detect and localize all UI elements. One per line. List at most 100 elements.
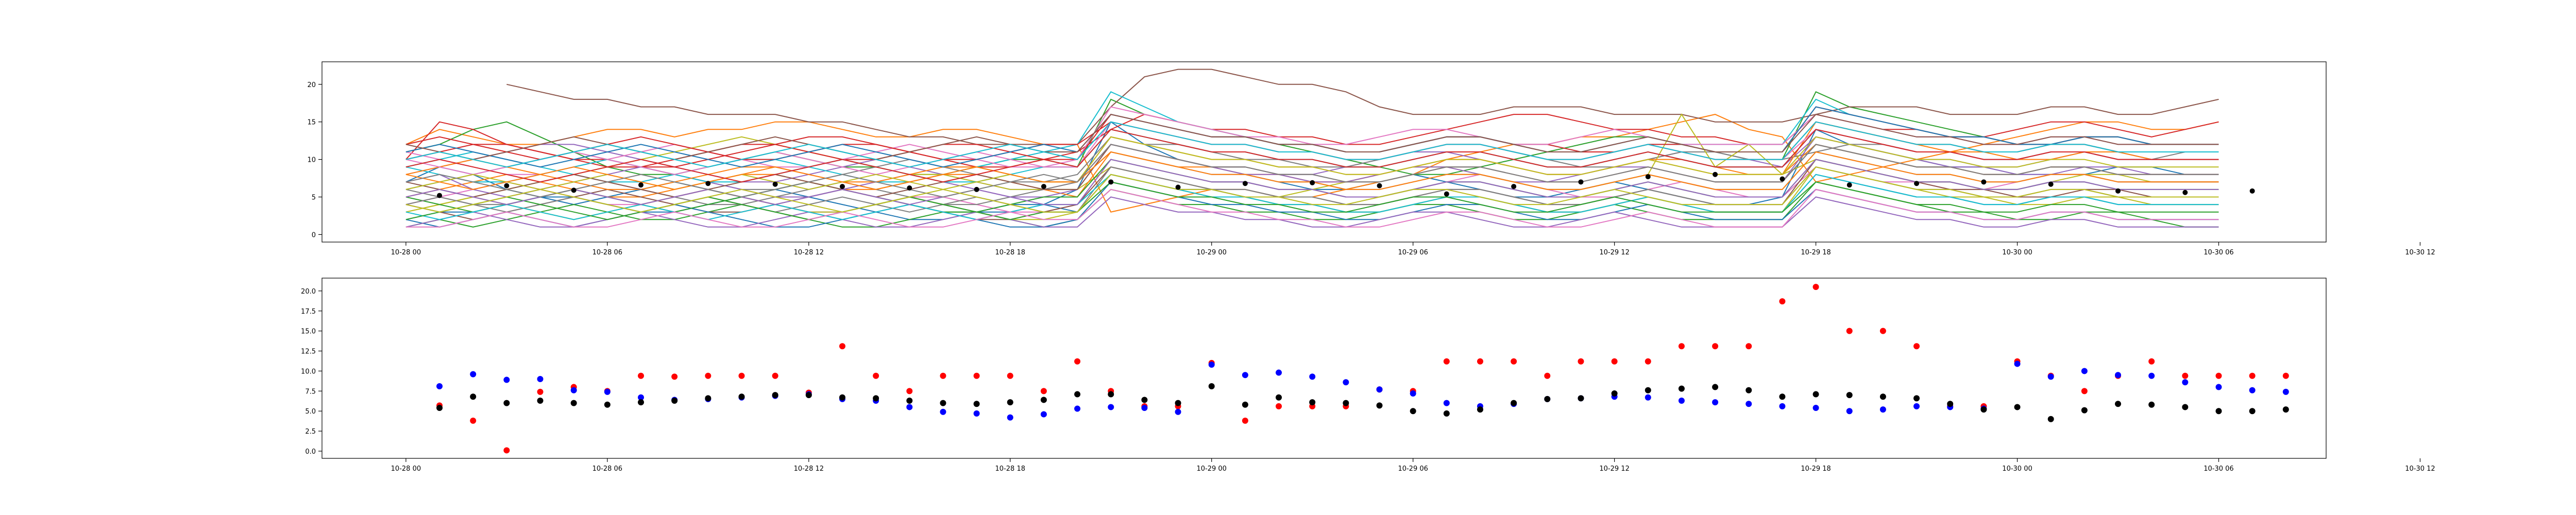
bottom-scatter-point xyxy=(772,372,778,379)
bottom-scatter-point xyxy=(436,383,443,389)
bottom-scatter-point xyxy=(705,395,711,402)
bottom-y-tick-label: 12.5 xyxy=(301,348,316,356)
top-x-tick-label: 10-30 00 xyxy=(2002,249,2032,256)
bottom-scatter-point xyxy=(906,398,913,404)
bottom-scatter-point xyxy=(1611,390,1618,397)
bottom-scatter-point xyxy=(2182,379,2189,386)
bottom-y-tick-label: 0.0 xyxy=(305,448,316,456)
top-x-tick-label: 10-28 12 xyxy=(794,249,824,256)
bottom-y-tick-label: 10.0 xyxy=(301,368,316,375)
bottom-scatter-point xyxy=(1040,388,1047,394)
top-mean-point xyxy=(1175,184,1181,190)
bottom-scatter-chart: 10-28 00 10-28 06 10-28 12 10-28 18 10-29 00… xyxy=(301,278,2435,473)
bottom-scatter-point xyxy=(1208,383,1215,389)
bottom-scatter-point xyxy=(906,388,913,394)
bottom-scatter-point xyxy=(2115,372,2122,379)
bottom-scatter-point xyxy=(1443,400,1450,406)
bottom-scatter-point xyxy=(1645,358,1651,365)
top-x-tick-label: 10-30 06 xyxy=(2204,249,2233,256)
top-mean-point xyxy=(504,183,510,188)
bottom-scatter-point xyxy=(671,398,678,404)
bottom-scatter-point xyxy=(1779,393,1786,400)
bottom-scatter-point xyxy=(1309,373,1316,380)
top-mean-point xyxy=(705,181,711,186)
top-x-tick-label: 10-29 18 xyxy=(1801,249,1831,256)
bottom-y-tick-label: 5.0 xyxy=(305,408,316,416)
top-mean-point xyxy=(1981,179,1987,185)
top-series-line xyxy=(405,121,2219,168)
bottom-scatter-point xyxy=(2249,387,2256,393)
top-mean-point xyxy=(2115,188,2121,194)
top-x-tick-label: 10-29 12 xyxy=(1599,249,1629,256)
bottom-x-tick-label: 10-28 00 xyxy=(391,465,421,473)
bottom-scatter-point xyxy=(503,376,510,383)
bottom-scatter-point xyxy=(1276,394,1282,401)
bottom-scatter-point xyxy=(470,393,477,400)
bottom-scatter-point xyxy=(470,371,477,377)
top-series-group xyxy=(405,68,2255,228)
top-series-line xyxy=(405,106,2219,175)
bottom-x-tick-label: 10-29 06 xyxy=(1398,465,1428,473)
top-mean-point xyxy=(1846,182,1852,188)
bottom-x-tick-label: 10-28 06 xyxy=(592,465,622,473)
bottom-scatter-point xyxy=(503,447,510,454)
bottom-scatter-point xyxy=(570,387,577,393)
top-series-line xyxy=(506,68,2219,145)
bottom-scatter-point xyxy=(906,404,913,410)
bottom-scatter-point xyxy=(2182,372,2189,379)
bottom-scatter-point xyxy=(2115,401,2122,407)
top-mean-point xyxy=(1511,184,1517,190)
bottom-scatter-point xyxy=(1175,408,1181,415)
bottom-scatter-point xyxy=(1812,391,1819,398)
bottom-scatter-point xyxy=(1645,394,1651,401)
bottom-scatter-point xyxy=(1913,395,1920,402)
top-mean-point xyxy=(1578,179,1584,185)
top-mean-point xyxy=(1242,181,1248,186)
bottom-scatter-point xyxy=(839,394,845,401)
bottom-scatter-point xyxy=(973,372,980,379)
top-series-line xyxy=(405,196,2219,228)
bottom-scatter-point xyxy=(1846,392,1853,399)
bottom-scatter-point xyxy=(1511,358,1517,365)
bottom-scatter-point xyxy=(1309,399,1316,406)
bottom-scatter-point xyxy=(873,372,879,379)
top-mean-point xyxy=(1914,181,1920,186)
bottom-scatter-point xyxy=(537,376,544,382)
bottom-scatter-point xyxy=(1846,408,1853,415)
bottom-scatter-point xyxy=(1812,405,1819,411)
bottom-scatter-point xyxy=(1779,298,1786,305)
bottom-scatter-point xyxy=(1242,372,1248,379)
bottom-scatter-point xyxy=(1544,372,1551,379)
bottom-y-tick-label: 2.5 xyxy=(305,428,316,436)
bottom-scatter-point xyxy=(940,408,946,415)
bottom-scatter-point xyxy=(470,417,477,424)
bottom-scatter-point xyxy=(2014,360,2021,367)
bottom-x-tick-label: 10-28 18 xyxy=(995,465,1025,473)
bottom-scatter-point xyxy=(973,410,980,417)
top-series-line xyxy=(405,166,2219,213)
bottom-scatter-point xyxy=(1040,411,1047,418)
top-series-line xyxy=(405,129,2219,183)
bottom-scatter-point xyxy=(2081,368,2088,374)
bottom-scatter-point xyxy=(2148,372,2155,379)
bottom-scatter-point xyxy=(1779,403,1786,409)
bottom-x-tick-label: 10-28 12 xyxy=(794,465,824,473)
bottom-scatter-point xyxy=(1208,362,1215,368)
bottom-scatter-point xyxy=(973,401,980,407)
bottom-scatter-point xyxy=(638,372,645,379)
bottom-scatter-point xyxy=(1712,343,1719,350)
bottom-scatter-point xyxy=(1712,384,1719,390)
bottom-scatter-point xyxy=(2081,388,2088,394)
top-mean-point xyxy=(2249,188,2255,194)
bottom-scatter-point xyxy=(537,398,544,404)
top-mean-point xyxy=(2048,181,2054,187)
bottom-scatter-point xyxy=(2282,406,2289,413)
top-y-tick-label: 15 xyxy=(307,119,316,127)
top-mean-point xyxy=(1377,183,1382,188)
bottom-x-tick-label: 10-30 12 xyxy=(2405,465,2435,473)
bottom-scatter-point xyxy=(1141,405,1148,411)
bottom-scatter-point xyxy=(503,400,510,406)
bottom-scatter-point xyxy=(940,400,946,406)
bottom-scatter-point xyxy=(1812,284,1819,290)
bottom-scatter-point xyxy=(2047,373,2054,380)
